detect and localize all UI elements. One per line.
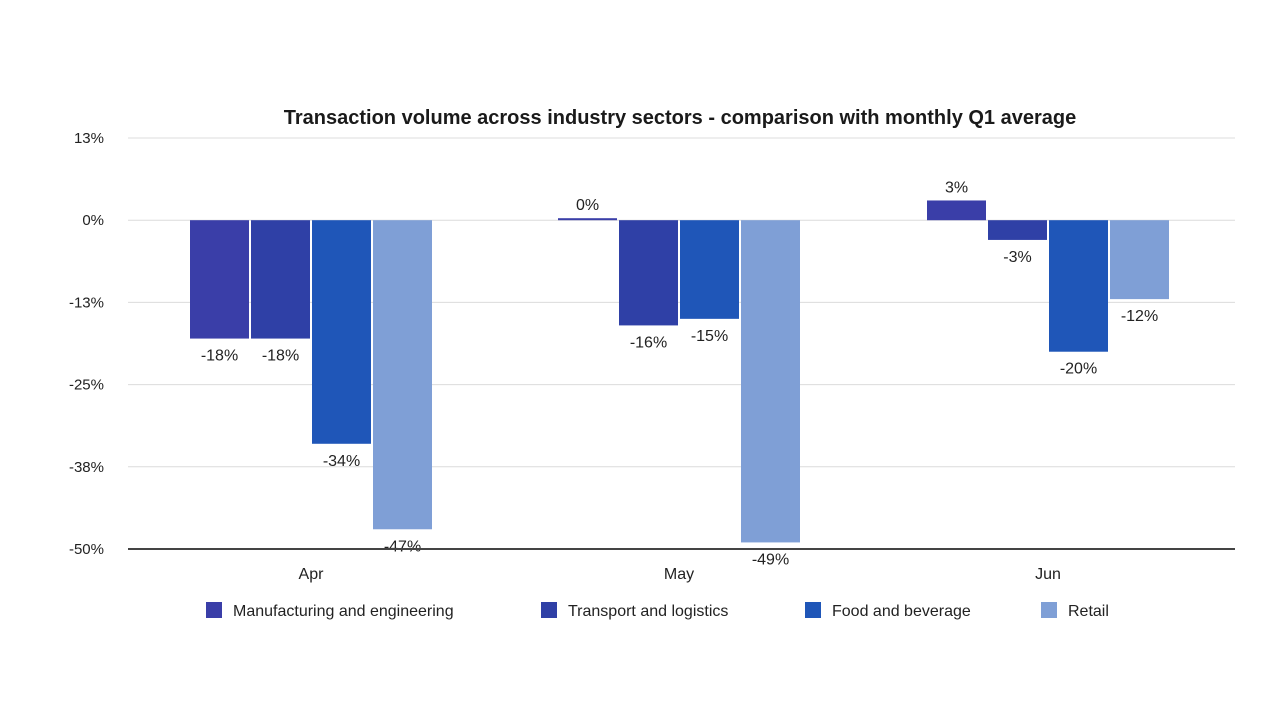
bar [927,200,986,221]
y-axis-ticks: 13% 0% -13% -25% -38% -50% [69,130,104,558]
bar [680,220,739,319]
data-label: -15% [691,328,728,345]
y-tick-label: 0% [82,212,104,229]
bar [373,220,432,530]
y-tick-label: -13% [69,294,104,311]
legend-swatch [805,602,821,618]
bar [619,220,678,326]
bars [190,200,1169,543]
data-label: -12% [1121,308,1158,325]
x-tick-label: Jun [1035,566,1061,583]
data-label: -20% [1060,361,1097,378]
data-label: -49% [752,551,789,568]
data-label: -34% [323,453,360,470]
legend-item: Manufacturing and engineering [206,602,454,620]
x-tick-label: Apr [299,566,325,583]
chart-title: Transaction volume across industry secto… [284,107,1076,129]
legend-item: Transport and logistics [541,602,728,620]
legend-item: Retail [1041,602,1109,620]
data-labels: -18% -18% -34% -47% 0% -16% -15% -49% 3% -3% -20% -… [201,179,1158,568]
bar [190,220,249,339]
bar [558,218,617,221]
legend-swatch [541,602,557,618]
x-tick-label: May [664,566,694,583]
bar [312,220,371,444]
bar [1049,220,1108,352]
legend-label: Manufacturing and engineering [233,603,454,620]
bar [741,220,800,543]
data-label: -18% [201,348,238,365]
data-label: -18% [262,348,299,365]
bar [1110,220,1169,300]
data-label: -47% [384,538,421,555]
data-label: -16% [630,334,667,351]
data-label: 0% [576,197,599,214]
legend-swatch [206,602,222,618]
legend-label: Transport and logistics [568,603,728,620]
bar [251,220,310,339]
data-label: 3% [945,179,968,196]
legend-label: Retail [1068,603,1109,620]
legend: Manufacturing and engineering Transport a… [206,602,1109,620]
legend-label: Food and beverage [832,603,971,620]
y-tick-label: 13% [74,130,104,147]
y-tick-label: -38% [69,459,104,476]
legend-item: Food and beverage [805,602,971,620]
x-axis-categories: Apr May Jun [299,566,1061,583]
bar [988,220,1047,240]
legend-swatch [1041,602,1057,618]
y-tick-label: -50% [69,541,104,558]
data-label: -3% [1003,249,1031,266]
y-tick-label: -25% [69,377,104,394]
